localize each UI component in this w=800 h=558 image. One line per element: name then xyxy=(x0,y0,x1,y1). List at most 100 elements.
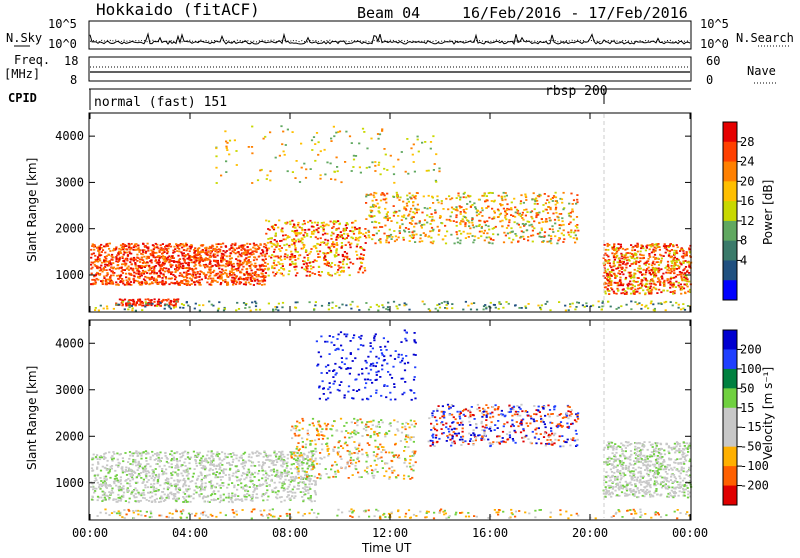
velocity-cell xyxy=(117,459,119,461)
power-cell xyxy=(510,214,512,216)
power-cell xyxy=(652,272,654,274)
velocity-cell xyxy=(100,470,102,472)
power-cell xyxy=(379,133,381,135)
power-cell xyxy=(356,258,358,260)
power-cell xyxy=(673,259,675,261)
velocity-cell xyxy=(297,458,299,460)
power-cell xyxy=(681,289,683,291)
velocity-cell xyxy=(127,461,129,463)
velocity-cell xyxy=(198,475,200,477)
power-cell xyxy=(622,248,624,250)
power-cell xyxy=(356,228,358,230)
power-cell xyxy=(490,238,492,240)
power-cell xyxy=(441,200,443,202)
power-cell xyxy=(252,247,254,249)
power-cell xyxy=(569,306,571,308)
power-cell xyxy=(624,249,626,251)
power-cell xyxy=(307,259,309,261)
power-cell xyxy=(515,212,517,214)
power-cell xyxy=(492,233,494,235)
velocity-cell xyxy=(247,471,249,473)
power-cell xyxy=(661,275,663,277)
power-cell xyxy=(346,227,348,229)
power-cell xyxy=(438,229,440,231)
power-cell xyxy=(360,232,362,234)
power-cell xyxy=(335,239,337,241)
power-cell xyxy=(409,240,411,242)
power-cell xyxy=(238,308,240,310)
velocity-cell xyxy=(236,489,238,491)
power-cell xyxy=(109,250,111,252)
velocity-cell xyxy=(279,482,281,484)
velocity-cell xyxy=(181,456,183,458)
power-cell xyxy=(284,154,286,156)
y-tick-label: 3000 xyxy=(55,175,84,189)
velocity-cell xyxy=(195,492,197,494)
velocity-cell xyxy=(278,458,280,460)
power-cell xyxy=(258,247,260,249)
power-cell xyxy=(112,250,114,252)
velocity-cell xyxy=(111,488,113,490)
velocity-cell xyxy=(129,480,131,482)
power-cell xyxy=(251,280,253,282)
power-cell xyxy=(220,283,222,285)
power-cell xyxy=(274,275,276,277)
power-cell xyxy=(240,255,242,257)
power-cell xyxy=(231,266,233,268)
power-cell xyxy=(226,273,228,275)
velocity-cell xyxy=(287,454,289,456)
power-cell xyxy=(476,215,478,217)
power-cell xyxy=(613,265,615,267)
power-cell xyxy=(450,216,452,218)
velocity-cell xyxy=(142,471,144,473)
power-cell xyxy=(497,234,499,236)
power-cell xyxy=(186,258,188,260)
power-cell xyxy=(598,306,600,308)
power-cell xyxy=(304,223,306,225)
velocity-cell xyxy=(146,473,148,475)
power-cell xyxy=(211,304,213,306)
power-cell xyxy=(333,220,335,222)
power-cell xyxy=(294,256,296,258)
power-cell xyxy=(280,267,282,269)
velocity-cell xyxy=(200,493,202,495)
power-cell xyxy=(224,259,226,261)
power-cell xyxy=(371,238,373,240)
power-cell xyxy=(418,209,420,211)
power-cell xyxy=(252,277,254,279)
velocity-cell xyxy=(297,473,299,475)
power-cell xyxy=(135,243,137,245)
velocity-cell xyxy=(106,469,108,471)
velocity-cell xyxy=(168,497,170,499)
power-cell xyxy=(547,195,549,197)
power-cell xyxy=(249,283,251,285)
velocity-cell xyxy=(129,451,131,453)
power-cell xyxy=(345,244,347,246)
power-cell xyxy=(456,221,458,223)
power-cell xyxy=(466,219,468,221)
velocity-cell xyxy=(268,475,270,477)
power-cell xyxy=(232,280,234,282)
velocity-cell xyxy=(269,485,271,487)
power-cell xyxy=(401,219,403,221)
power-cell xyxy=(483,309,485,311)
velocity-cell xyxy=(250,456,252,458)
power-cell xyxy=(662,290,664,292)
power-cell xyxy=(184,267,186,269)
power-cell xyxy=(658,246,660,248)
power-cell xyxy=(660,291,662,293)
velocity-cell xyxy=(126,482,128,484)
power-cell xyxy=(284,253,286,255)
power-cell xyxy=(390,155,392,157)
velocity-cell xyxy=(110,457,112,459)
velocity-cell xyxy=(154,501,156,503)
power-cell xyxy=(486,200,488,202)
power-cell xyxy=(172,250,174,252)
power-cell xyxy=(429,207,431,209)
power-cell xyxy=(233,263,235,265)
power-cell xyxy=(383,193,385,195)
power-cell xyxy=(194,255,196,257)
power-cell xyxy=(680,248,682,250)
power-cell xyxy=(170,257,172,259)
power-cell xyxy=(393,166,395,168)
